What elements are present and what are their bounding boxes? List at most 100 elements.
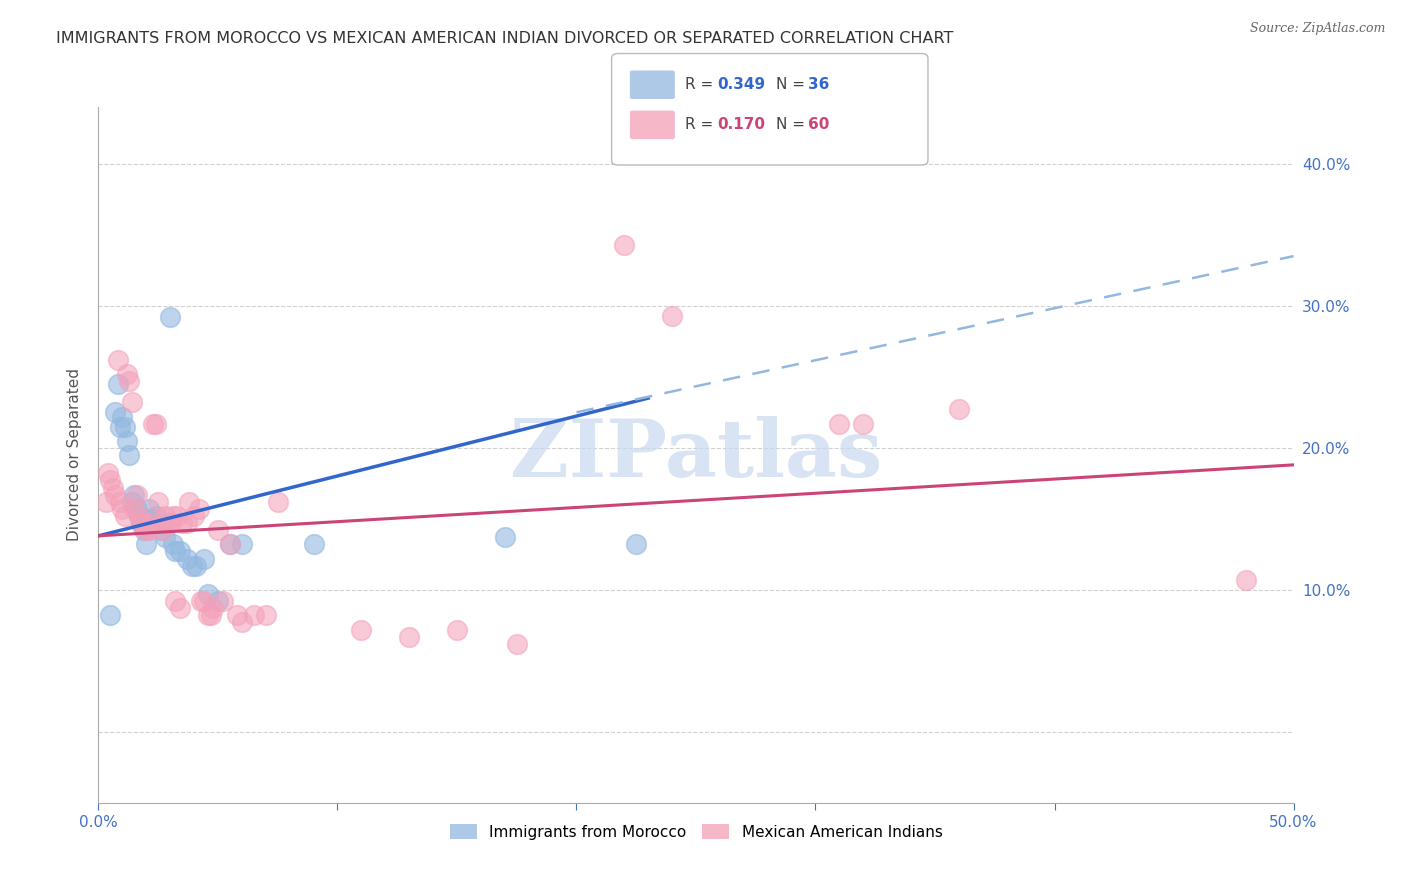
Point <box>226 608 249 623</box>
Point <box>494 530 516 544</box>
Point <box>626 537 648 551</box>
Point <box>187 501 209 516</box>
Point <box>197 608 219 623</box>
Point <box>302 537 325 551</box>
Point <box>135 537 157 551</box>
Point <box>98 474 122 488</box>
Point <box>131 516 153 530</box>
Point <box>94 495 117 509</box>
Point <box>98 608 122 623</box>
Point <box>97 467 120 481</box>
Point <box>118 448 141 462</box>
Point <box>121 495 143 509</box>
Point <box>145 417 167 431</box>
Text: N =: N = <box>776 78 810 92</box>
Text: 0.349: 0.349 <box>717 78 765 92</box>
Point <box>121 395 143 409</box>
Point <box>159 516 181 530</box>
Point <box>176 516 198 530</box>
Point <box>114 508 136 523</box>
Point <box>138 523 160 537</box>
Point <box>111 409 134 424</box>
Point <box>162 537 184 551</box>
Text: R =: R = <box>685 118 718 132</box>
Point <box>169 544 191 558</box>
Point <box>131 516 153 530</box>
Point <box>142 516 165 530</box>
Point <box>101 481 124 495</box>
Point <box>163 544 186 558</box>
Point <box>139 512 162 526</box>
Point <box>155 530 177 544</box>
Point <box>124 501 146 516</box>
Legend: Immigrants from Morocco, Mexican American Indians: Immigrants from Morocco, Mexican America… <box>441 816 950 847</box>
Point <box>243 608 266 623</box>
Point <box>852 417 875 431</box>
Point <box>350 623 373 637</box>
Point <box>132 516 155 530</box>
Point <box>207 594 229 608</box>
Text: 36: 36 <box>808 78 830 92</box>
Point <box>219 537 242 551</box>
Point <box>159 310 181 325</box>
Point <box>948 402 970 417</box>
Point <box>108 419 131 434</box>
Point <box>155 508 177 523</box>
Point <box>211 594 233 608</box>
Point <box>176 551 198 566</box>
Point <box>166 508 188 523</box>
Point <box>115 434 138 448</box>
Point <box>162 508 184 523</box>
Point <box>398 630 420 644</box>
Point <box>163 594 186 608</box>
Text: IMMIGRANTS FROM MOROCCO VS MEXICAN AMERICAN INDIAN DIVORCED OR SEPARATED CORRELA: IMMIGRANTS FROM MOROCCO VS MEXICAN AMERI… <box>56 31 953 46</box>
Text: N =: N = <box>776 118 810 132</box>
Point <box>180 558 202 573</box>
Point <box>139 516 162 530</box>
Point <box>108 495 131 509</box>
Point <box>156 516 179 530</box>
Point <box>254 608 277 623</box>
Point <box>107 376 129 391</box>
Point <box>200 608 222 623</box>
Point <box>193 594 215 608</box>
Point <box>118 374 141 388</box>
Point <box>132 523 155 537</box>
Y-axis label: Divorced or Separated: Divorced or Separated <box>67 368 83 541</box>
Point <box>149 516 172 530</box>
Point <box>124 488 146 502</box>
Point <box>128 508 150 523</box>
Point <box>661 309 683 323</box>
Point <box>135 523 157 537</box>
Point <box>104 405 127 419</box>
Text: Source: ZipAtlas.com: Source: ZipAtlas.com <box>1250 22 1385 36</box>
Point <box>148 495 170 509</box>
Point <box>186 558 208 573</box>
Point <box>190 594 212 608</box>
Point <box>202 601 225 615</box>
Point <box>172 516 194 530</box>
Text: 60: 60 <box>808 118 830 132</box>
Point <box>179 495 201 509</box>
Point <box>111 501 134 516</box>
Point <box>114 419 136 434</box>
Point <box>169 601 191 615</box>
Point <box>152 523 174 537</box>
Point <box>125 501 148 516</box>
Point <box>107 352 129 367</box>
Point <box>506 637 529 651</box>
Text: R =: R = <box>685 78 718 92</box>
Text: 0.170: 0.170 <box>717 118 765 132</box>
Point <box>115 367 138 381</box>
Point <box>207 523 229 537</box>
Point <box>183 508 205 523</box>
Point <box>128 508 150 523</box>
Point <box>267 495 290 509</box>
Point <box>138 501 160 516</box>
Point <box>197 587 219 601</box>
Text: ZIPatlas: ZIPatlas <box>510 416 882 494</box>
Point <box>613 237 636 252</box>
Point <box>104 488 127 502</box>
Point <box>828 417 851 431</box>
Point <box>145 508 167 523</box>
